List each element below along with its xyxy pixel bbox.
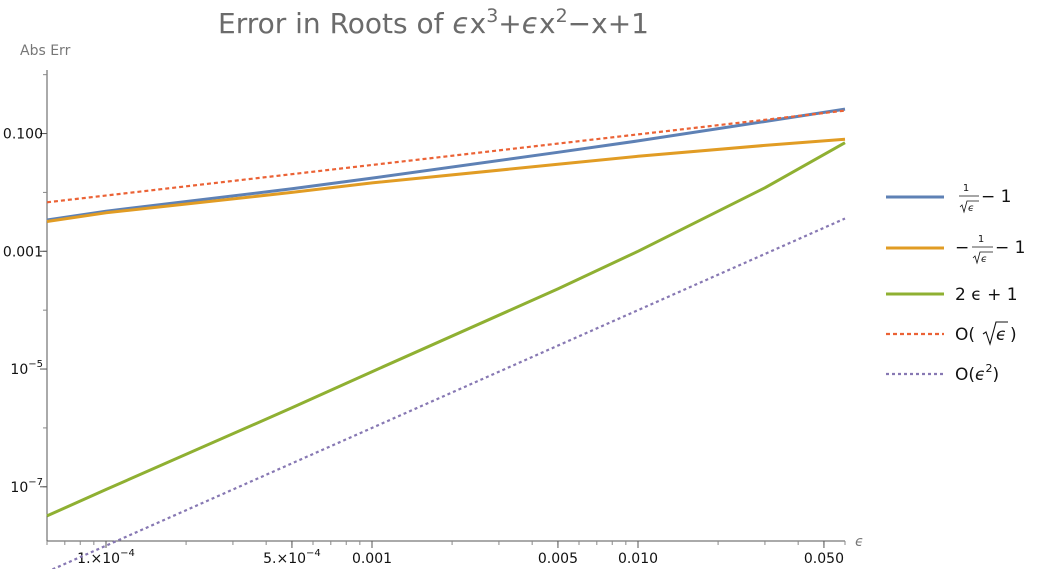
y-axis-label: Abs Err	[20, 43, 71, 59]
legend-item: O(ϵ2)	[886, 362, 999, 385]
legend: 1 ϵ − 1 − 1 ϵ − 1 2 ϵ + 1 O( ϵ )	[886, 183, 1025, 385]
legend-radical	[982, 321, 1008, 346]
legend-label-suffix: − 1	[995, 238, 1025, 258]
minor-ticks	[43, 74, 846, 545]
legend-label-numerator: 1	[978, 234, 984, 245]
legend-label-prefix: O(	[955, 325, 975, 345]
series-line-2eps-plus-1	[46, 141, 846, 518]
legend-item: − 1 ϵ − 1	[886, 234, 1025, 265]
x-tick-label: 0.005	[538, 551, 578, 567]
y-tick-label: 10−7	[10, 477, 43, 496]
legend-item: 2 ϵ + 1	[886, 285, 1018, 305]
series-line-neg-inv-sqrt-eps-minus-1	[46, 137, 846, 223]
legend-label-suffix: )	[1010, 325, 1017, 345]
x-tick-label: 0.010	[618, 551, 658, 567]
series-line-o-eps-squared	[50, 217, 846, 569]
chart-title: Error in Roots of ϵx3+ϵx2−x+1	[218, 5, 649, 40]
legend-radical	[959, 200, 979, 214]
series-line-o-sqrt-eps	[46, 109, 846, 204]
y-tick-label: 0.001	[3, 244, 43, 260]
legend-label-radicand: ϵ	[996, 325, 1006, 345]
x-tick-label: 0.001	[352, 551, 392, 567]
legend-label: O(ϵ2)	[955, 362, 999, 385]
legend-item: O( ϵ )	[886, 321, 1017, 346]
legend-label: 2 ϵ + 1	[955, 285, 1018, 305]
y-tick-label: 0.100	[3, 127, 43, 143]
y-ticks: 0.100 0.001 10−5 10−7	[3, 127, 47, 496]
x-tick-label: 5.×10−4	[263, 548, 321, 567]
x-ticks: 1.×10−4 5.×10−4 0.001 0.005 0.010 0.050	[77, 541, 844, 567]
legend-radical	[972, 251, 993, 265]
legend-label-numerator: 1	[963, 183, 969, 194]
legend-label-suffix: − 1	[981, 187, 1011, 207]
x-axis-label: ϵ	[855, 534, 864, 550]
legend-label-denominator: ϵ	[968, 203, 974, 214]
y-tick-label: 10−5	[10, 359, 43, 378]
x-tick-label: 1.×10−4	[77, 548, 135, 567]
legend-item: 1 ϵ − 1	[886, 183, 1011, 214]
legend-label-denominator: ϵ	[981, 254, 987, 265]
legend-label-prefix: −	[955, 238, 969, 258]
axes	[46, 70, 845, 542]
x-tick-label: 0.050	[804, 551, 844, 567]
plot-lines	[46, 107, 846, 569]
series-line-inv-sqrt-eps-minus-1	[46, 107, 846, 222]
